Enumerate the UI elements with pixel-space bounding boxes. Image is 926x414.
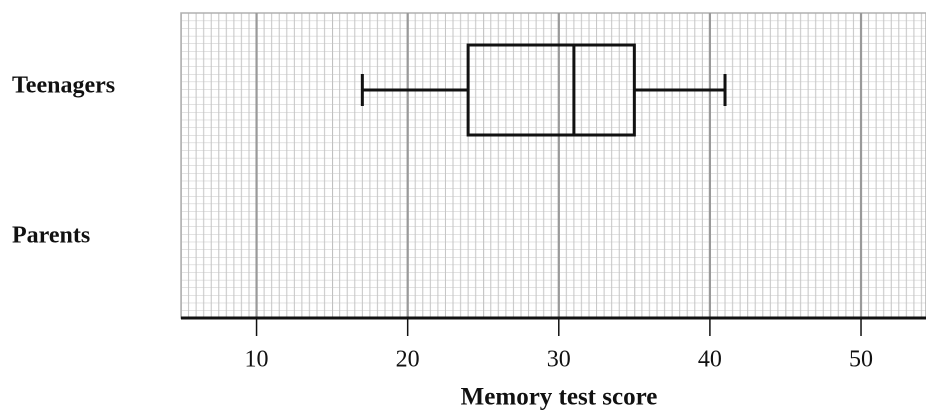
x-tick-label: 50 (849, 347, 873, 373)
x-tick-label: 10 (245, 347, 269, 373)
box (466, 43, 636, 137)
category-label: Teenagers (12, 73, 115, 99)
grid-paper (181, 13, 926, 318)
x-tick-label: 40 (698, 347, 722, 373)
x-tick-label: 30 (547, 347, 571, 373)
x-tick-label: 20 (396, 347, 420, 373)
category-label: Parents (12, 223, 90, 249)
x-axis-label: Memory test score (461, 384, 658, 411)
